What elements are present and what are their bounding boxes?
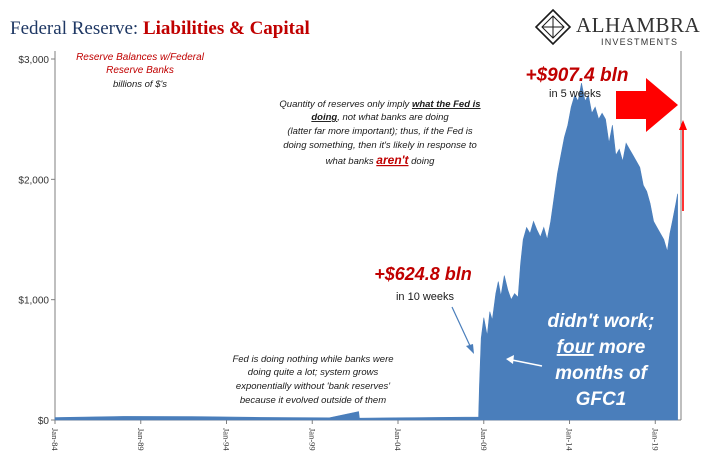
reserve-balances-area [54, 83, 678, 421]
red-thin-arrowhead-icon [679, 120, 687, 130]
fed-nothing-line2: doing quite a lot; system grows [248, 367, 379, 378]
x-tick-label: Jan-84 [50, 428, 60, 451]
y-tick-label: $0 [38, 416, 50, 427]
gain-2019-annotation: +$907.4 bln in 5 weeks [526, 65, 687, 211]
x-tick-label: Jan-19 [650, 428, 660, 451]
quantity-note-line5: what banks aren't doing [326, 153, 436, 167]
didnt-work-line4: GFC1 [576, 389, 627, 410]
fed-nothing-note: Fed is doing nothing while banks were do… [232, 354, 393, 406]
gain-2008-arrowhead-icon [466, 344, 474, 354]
series-unit: billions of $'s [113, 79, 167, 90]
title-prefix: Federal Reserve: [10, 18, 143, 39]
quantity-note-line4: doing something, then it's likely in res… [283, 140, 477, 151]
x-tick-label: Jan-94 [222, 428, 232, 451]
didnt-work-annotation: didn't work; four more months of GFC1 [506, 311, 654, 410]
didnt-work-line3: months of [555, 363, 648, 384]
series-title-line1: Reserve Balances w/Federal [76, 52, 205, 63]
gain-2008-value: +$624.8 bln [374, 264, 472, 284]
x-tick-label: Jan-99 [307, 428, 317, 451]
gain-2008-annotation: +$624.8 bln in 10 weeks [374, 264, 474, 354]
y-tick-label: $3,000 [18, 55, 49, 66]
fed-nothing-line3: exponentially without 'bank reserves' [236, 381, 391, 392]
diamond-icon [534, 8, 572, 46]
didnt-work-line2: four more [557, 337, 646, 358]
quantity-note-line1: Quantity of reserves only imply what the… [279, 99, 480, 110]
alhambra-logo: ALHAMBRA INVESTMENTS [534, 8, 701, 47]
x-tick-label: Jan-09 [479, 428, 489, 451]
series-title: Reserve Balances w/Federal Reserve Banks… [76, 52, 205, 90]
y-ticks: $0 $1,000 $2,000 $3,000 [18, 55, 55, 427]
y-tick-label: $1,000 [18, 296, 49, 307]
gain-2019-period: in 5 weeks [549, 88, 601, 100]
title-highlight: Liabilities & Capital [143, 18, 310, 39]
y-tick-label: $2,000 [18, 175, 49, 186]
fed-nothing-line4: because it evolved outside of them [240, 395, 386, 406]
series-title-line2: Reserve Banks [106, 65, 174, 76]
x-ticks: Jan-84 Jan-89 Jan-94 Jan-99 Jan-04 Jan-09 Jan-… [50, 420, 660, 451]
logo-sub: INVESTMENTS [601, 37, 678, 47]
quantity-note: Quantity of reserves only imply what the… [279, 99, 480, 167]
red-block-arrow-icon [616, 78, 678, 132]
gain-2019-value: +$907.4 bln [526, 65, 629, 86]
white-arrowhead-icon [506, 355, 514, 364]
x-tick-label: Jan-14 [565, 428, 575, 451]
logo-name: ALHAMBRA [576, 13, 701, 37]
gain-2008-period: in 10 weeks [396, 291, 455, 303]
quantity-note-line2: doing, not what banks are doing [311, 112, 449, 123]
didnt-work-line1: didn't work; [548, 311, 655, 332]
chart-title: Federal Reserve: Liabilities & Capital [10, 18, 310, 39]
gain-2008-pointer [451, 306, 472, 349]
white-pointer-line [511, 359, 543, 367]
quantity-note-line3: (latter far more important); thus, if th… [287, 126, 473, 137]
x-tick-label: Jan-89 [136, 428, 146, 451]
series-layer [54, 83, 678, 421]
fed-nothing-line1: Fed is doing nothing while banks were [232, 354, 393, 365]
x-tick-label: Jan-04 [393, 428, 403, 451]
